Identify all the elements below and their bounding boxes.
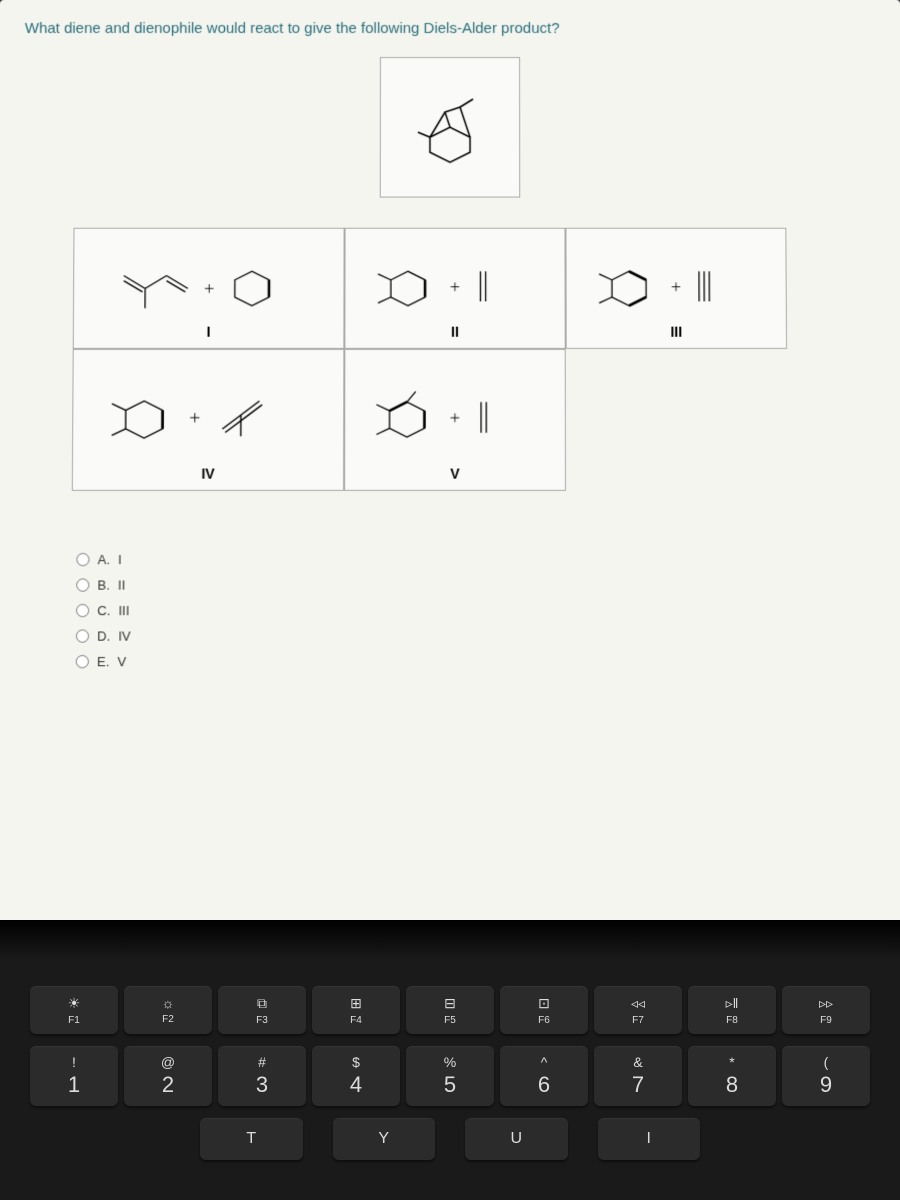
key-1[interactable]: !1 [30, 1046, 118, 1106]
answer-value-a: I [118, 552, 122, 567]
option-iv-structure [94, 373, 323, 466]
key-f5[interactable]: ⊟F5 [406, 986, 494, 1034]
answer-row-c[interactable]: C. III [76, 603, 880, 618]
answer-value-e: V [117, 654, 126, 669]
question-text: What diene and dienophile would react to… [25, 20, 876, 37]
answer-letter-b: B. [97, 577, 110, 592]
option-iii-label: III [670, 324, 682, 340]
answer-letter-e: E. [97, 654, 110, 669]
quiz-screen: What diene and dienophile would react to… [0, 0, 900, 934]
product-structure [400, 77, 500, 177]
kbd-dim-icon: ⊟ [444, 995, 456, 1012]
option-cell-v: V [344, 349, 566, 491]
answer-choices: A. I B. II C. III D. IV E. V [76, 552, 880, 669]
keyboard-partial-row: T Y U I [0, 1112, 900, 1160]
key-8[interactable]: *8 [688, 1046, 776, 1106]
option-ii-structure [364, 250, 547, 327]
option-i-label: I [207, 324, 211, 340]
answer-row-a[interactable]: A. I [76, 552, 879, 567]
option-v-structure [363, 373, 546, 466]
screen-edge-shadow [0, 920, 900, 960]
option-cell-iv: IV [72, 349, 345, 491]
key-9[interactable]: (9 [782, 1046, 870, 1106]
option-v-label: V [450, 465, 459, 481]
answer-value-b: II [118, 577, 125, 592]
key-t[interactable]: T [200, 1118, 303, 1160]
key-f9[interactable]: ▹▹F9 [782, 986, 870, 1034]
answer-letter-a: A. [98, 552, 111, 567]
keyboard: ☀F1 ☼F2 ⧉F3 ⊞F4 ⊟F5 ⊡F6 ◃◃F7 ▹‖F8 ▹▹F9 !… [0, 960, 900, 1200]
key-f4[interactable]: ⊞F4 [312, 986, 400, 1034]
answer-radio-e[interactable] [76, 655, 89, 668]
options-grid: I II [72, 228, 879, 491]
answer-radio-c[interactable] [76, 604, 89, 617]
option-i-structure [95, 250, 323, 327]
kbd-bright-icon: ⊡ [538, 995, 550, 1012]
key-f2[interactable]: ☼F2 [124, 986, 212, 1034]
product-structure-box [380, 57, 520, 198]
key-5[interactable]: %5 [406, 1046, 494, 1106]
answer-radio-b[interactable] [76, 578, 89, 591]
option-ii-label: II [451, 324, 459, 340]
option-iv-label: IV [201, 465, 214, 481]
key-f7[interactable]: ◃◃F7 [594, 986, 682, 1034]
answer-radio-a[interactable] [76, 553, 89, 566]
option-cell-iii: III [565, 228, 787, 349]
answer-row-b[interactable]: B. II [76, 577, 879, 592]
key-2[interactable]: @2 [124, 1046, 212, 1106]
brightness-down-icon: ☀ [68, 995, 81, 1012]
key-6[interactable]: ^6 [500, 1046, 588, 1106]
key-3[interactable]: #3 [218, 1046, 306, 1106]
key-i[interactable]: I [598, 1118, 701, 1160]
brightness-up-icon: ☼ [162, 995, 175, 1011]
keyboard-fn-row: ☀F1 ☼F2 ⧉F3 ⊞F4 ⊟F5 ⊡F6 ◃◃F7 ▹‖F8 ▹▹F9 [0, 980, 900, 1040]
key-f6[interactable]: ⊡F6 [500, 986, 588, 1034]
option-cell-i: I [73, 228, 345, 349]
answer-letter-c: C. [97, 603, 110, 618]
answer-value-c: III [118, 603, 129, 618]
key-f1[interactable]: ☀F1 [30, 986, 118, 1034]
key-y[interactable]: Y [333, 1118, 436, 1160]
launchpad-icon: ⊞ [350, 995, 362, 1012]
answer-row-d[interactable]: D. IV [76, 628, 880, 643]
play-pause-icon: ▹‖ [726, 995, 739, 1012]
key-7[interactable]: &7 [594, 1046, 682, 1106]
key-u[interactable]: U [465, 1118, 568, 1160]
key-f3[interactable]: ⧉F3 [218, 986, 306, 1034]
answer-letter-d: D. [97, 628, 110, 643]
option-cell-ii: II [344, 228, 565, 349]
prev-track-icon: ◃◃ [631, 995, 645, 1012]
key-f8[interactable]: ▹‖F8 [688, 986, 776, 1034]
mission-control-icon: ⧉ [257, 995, 267, 1012]
next-track-icon: ▹▹ [819, 995, 833, 1012]
option-iii-structure [585, 250, 768, 327]
key-4[interactable]: $4 [312, 1046, 400, 1106]
answer-radio-d[interactable] [76, 629, 89, 642]
answer-value-d: IV [118, 628, 131, 643]
keyboard-num-row: !1 @2 #3 $4 %5 ^6 &7 *8 (9 [0, 1040, 900, 1112]
answer-row-e[interactable]: E. V [76, 654, 880, 669]
